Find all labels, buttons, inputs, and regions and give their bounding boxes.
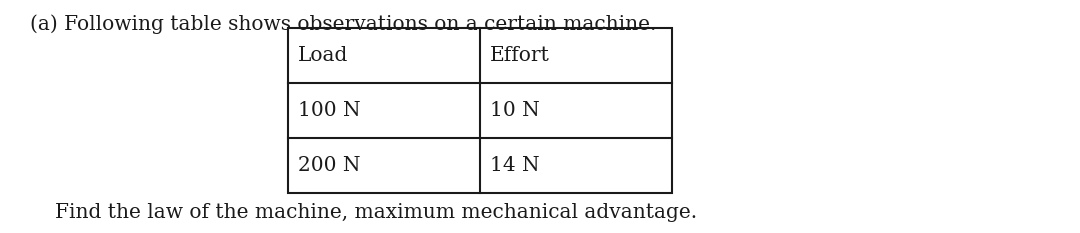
Text: (a) Following table shows observations on a certain machine.: (a) Following table shows observations o…: [30, 14, 657, 34]
Text: Effort: Effort: [490, 46, 550, 65]
Text: 14 N: 14 N: [490, 156, 540, 175]
Text: 10 N: 10 N: [490, 101, 540, 120]
Text: Load: Load: [298, 46, 349, 65]
Text: Find the law of the machine, maximum mechanical advantage.: Find the law of the machine, maximum mec…: [55, 203, 697, 222]
Text: 100 N: 100 N: [298, 101, 361, 120]
Bar: [288, 28, 672, 193]
Text: 200 N: 200 N: [298, 156, 361, 175]
